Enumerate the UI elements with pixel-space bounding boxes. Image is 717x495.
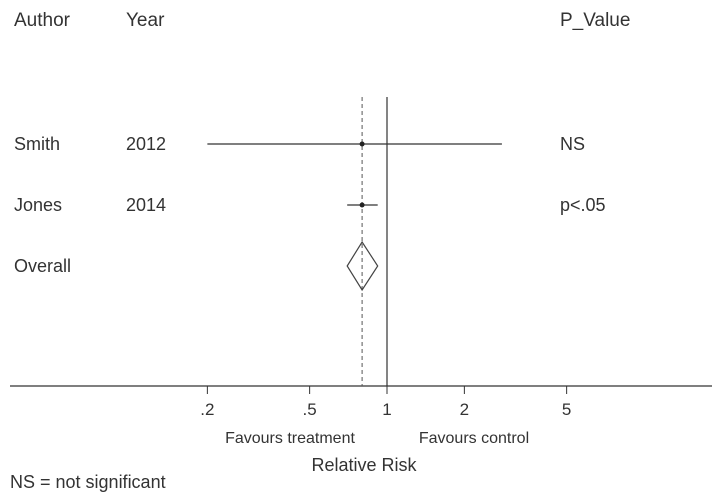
study-row: Smith 2012 NS xyxy=(14,134,585,154)
point-estimate xyxy=(359,202,365,208)
study-year: 2012 xyxy=(126,134,166,154)
study-pvalue: p<.05 xyxy=(560,195,606,215)
x-tick-label: .2 xyxy=(200,400,214,419)
favours-control-label: Favours control xyxy=(419,430,529,447)
author-column-header: Author xyxy=(14,10,71,31)
point-estimate xyxy=(359,141,365,147)
x-axis-title: Relative Risk xyxy=(311,455,417,475)
x-tick-label: 1 xyxy=(382,400,391,419)
study-row: Jones 2014 p<.05 xyxy=(14,195,606,215)
study-year: 2014 xyxy=(126,195,166,215)
study-author: Jones xyxy=(14,195,62,215)
x-tick-label: 5 xyxy=(562,400,571,419)
overall-label: Overall xyxy=(14,256,71,276)
study-pvalue: NS xyxy=(560,134,585,154)
favours-treatment-label: Favours treatment xyxy=(225,430,355,447)
year-column-header: Year xyxy=(126,10,165,31)
x-tick-label: .5 xyxy=(303,400,317,419)
study-rows: Smith 2012 NS Jones 2014 p<.05 xyxy=(14,134,606,215)
x-axis-ticks: .2 .5 1 2 5 xyxy=(200,386,571,419)
overall-diamond xyxy=(346,240,379,292)
footnote: NS = not significant xyxy=(10,472,166,492)
x-tick-label: 2 xyxy=(460,400,469,419)
pvalue-column-header: P_Value xyxy=(560,10,630,31)
study-author: Smith xyxy=(14,134,60,154)
